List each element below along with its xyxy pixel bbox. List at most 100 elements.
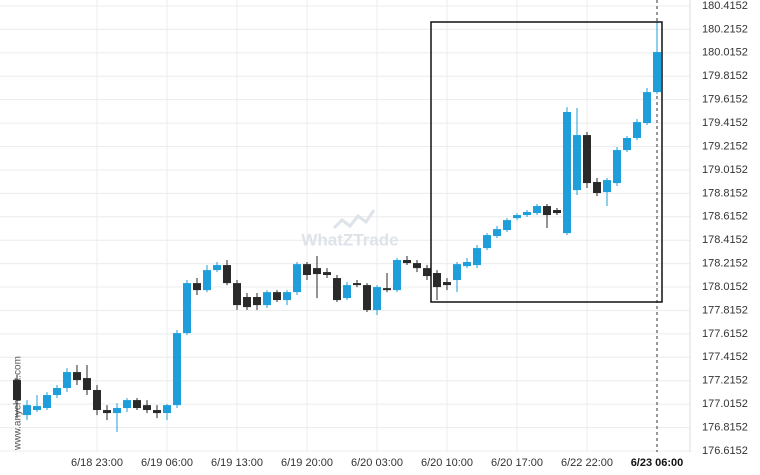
- candle-body: [553, 210, 561, 214]
- watermark: WhatZTrade: [301, 230, 398, 249]
- candle-body: [263, 292, 271, 306]
- candle-body: [13, 380, 21, 401]
- candle-body: [463, 262, 471, 267]
- candle-body: [63, 372, 71, 389]
- candle-body: [53, 388, 61, 396]
- y-tick-label: 178.6152: [702, 211, 748, 223]
- y-tick-label: 178.4152: [702, 234, 748, 246]
- grid: [0, 0, 690, 452]
- y-tick-label: 178.8152: [702, 187, 748, 199]
- x-tick-label: 6/23 06:00: [631, 457, 684, 469]
- candle-body: [223, 265, 231, 284]
- candle-body: [73, 372, 81, 381]
- candle-body: [103, 410, 111, 414]
- candle-body: [423, 268, 431, 277]
- candle-body: [623, 137, 631, 151]
- y-tick-label: 179.4152: [702, 117, 748, 129]
- candles: [13, 22, 661, 433]
- candle-body: [133, 400, 141, 409]
- candle-body: [643, 92, 651, 124]
- candle-body: [543, 206, 551, 216]
- y-tick-label: 176.8152: [702, 421, 748, 433]
- candle-body: [563, 111, 571, 234]
- candle-body: [523, 212, 531, 216]
- candle-body: [183, 283, 191, 334]
- candle-body: [593, 182, 601, 194]
- y-tick-label: 179.8152: [702, 70, 748, 82]
- candle-body: [653, 52, 661, 93]
- candle-body: [403, 260, 411, 264]
- y-tick-label: 177.0152: [702, 398, 748, 410]
- y-tick-label: 180.2152: [702, 23, 748, 35]
- candle-body: [303, 264, 311, 276]
- candle-body: [333, 278, 341, 301]
- candle-body: [373, 287, 381, 311]
- y-tick-label: 177.2152: [702, 375, 748, 387]
- candle-body: [113, 408, 121, 414]
- y-tick-label: 177.4152: [702, 351, 748, 363]
- candle-body: [473, 248, 481, 266]
- y-tick-label: 177.6152: [702, 328, 748, 340]
- candle-body: [383, 288, 391, 291]
- side-text: www.anychartist.com: [13, 356, 24, 451]
- candle-body: [43, 395, 51, 409]
- candle-body: [483, 235, 491, 249]
- x-tick-label: 6/18 23:00: [71, 457, 123, 469]
- candle-body: [443, 282, 451, 286]
- candle-body: [613, 150, 621, 184]
- x-tick-label: 6/19 20:00: [281, 457, 333, 469]
- candle-body: [293, 264, 301, 293]
- x-tick-label: 6/20 17:00: [491, 457, 543, 469]
- candle-body: [363, 285, 371, 311]
- candle-body: [493, 229, 501, 237]
- candle-body: [413, 263, 421, 269]
- candle-body: [513, 215, 521, 219]
- y-tick-label: 180.0152: [702, 47, 748, 59]
- candle-body: [163, 405, 171, 414]
- candle-body: [503, 220, 511, 231]
- candle-body: [243, 297, 251, 308]
- candle-body: [533, 206, 541, 214]
- candle-body: [23, 405, 31, 416]
- watermark-logo: [332, 209, 376, 230]
- highlight-box: [430, 21, 663, 303]
- candle-body: [583, 135, 591, 184]
- candle-body: [603, 180, 611, 193]
- candle-body: [153, 410, 161, 414]
- candle-body: [193, 283, 201, 291]
- y-tick-label: 178.0152: [702, 281, 748, 293]
- candle-body: [633, 122, 641, 138]
- y-tick-label: 179.6152: [702, 94, 748, 106]
- candle-body: [213, 265, 221, 271]
- y-tick-label: 178.2152: [702, 258, 748, 270]
- candle-body: [83, 378, 91, 391]
- candle-body: [323, 272, 331, 276]
- candle-body: [573, 135, 581, 191]
- x-tick-label: 6/19 13:00: [211, 457, 263, 469]
- x-tick-label: 6/20 03:00: [351, 457, 403, 469]
- y-tick-label: 177.8152: [702, 304, 748, 316]
- candle-body: [393, 260, 401, 291]
- candle-body: [253, 297, 261, 306]
- candle-body: [343, 285, 351, 299]
- candle-body: [173, 333, 181, 406]
- x-tick-label: 6/20 10:00: [421, 457, 473, 469]
- candle-body: [203, 270, 211, 291]
- candle-body: [33, 406, 41, 411]
- y-tick-label: 179.2152: [702, 140, 748, 152]
- y-tick-label: 180.4152: [702, 0, 748, 12]
- x-tick-label: 6/19 06:00: [141, 457, 193, 469]
- y-tick-label: 179.0152: [702, 164, 748, 176]
- candle-body: [143, 405, 151, 411]
- candle-body: [273, 292, 281, 301]
- candle-body: [283, 292, 291, 301]
- x-tick-label: 6/22 22:00: [561, 457, 613, 469]
- candle-body: [433, 273, 441, 288]
- candle-body: [233, 283, 241, 306]
- candle-body: [123, 400, 131, 409]
- candle-body: [93, 390, 101, 411]
- candle-body: [313, 268, 321, 275]
- candle-body: [353, 283, 361, 286]
